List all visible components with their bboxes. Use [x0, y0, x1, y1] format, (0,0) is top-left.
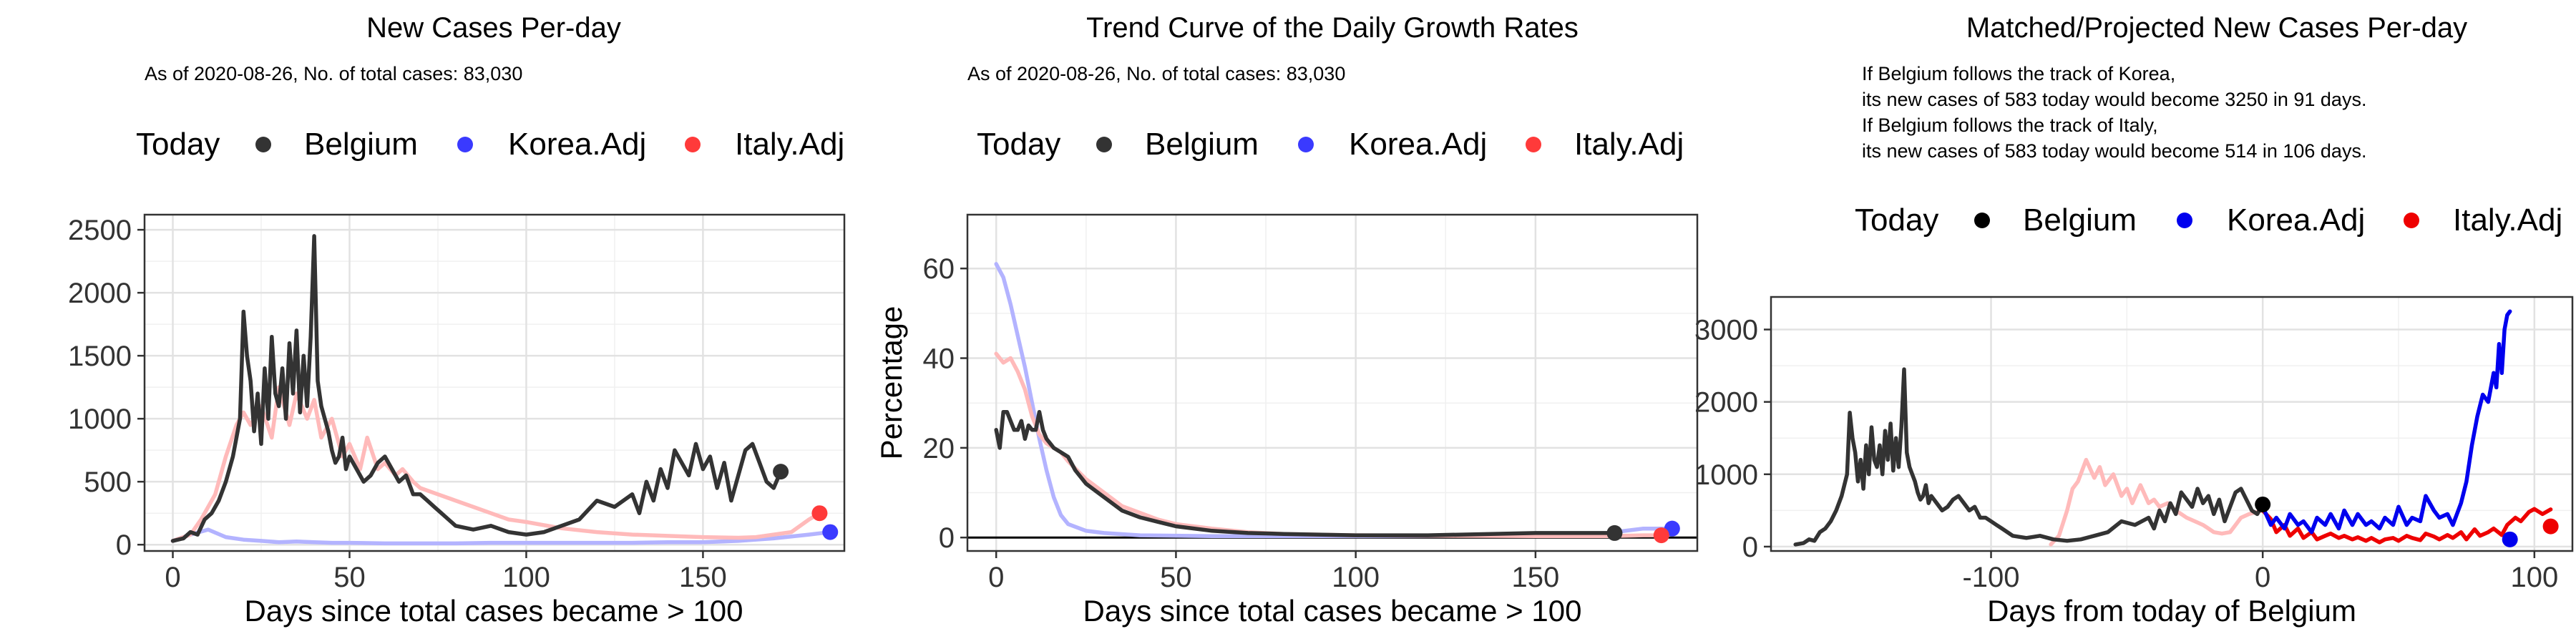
panel3-legend: Today Belgium Korea.Adj Italy.Adj — [1855, 203, 2562, 238]
panel1-legend-key-korea — [457, 137, 473, 152]
panel3-annotation-line: If Belgium follows the track of Korea, — [1862, 63, 2175, 84]
panel3-annotation-line: its new cases of 583 today would become … — [1862, 89, 2366, 110]
y-tick-label: 1000 — [1694, 459, 1758, 491]
panel1-legend: Today Belgium Korea.Adj Italy.Adj — [136, 127, 844, 162]
panel1-today-dots — [773, 464, 839, 540]
x-tick-label: 50 — [333, 562, 366, 593]
y-tick-label: 1500 — [68, 341, 132, 372]
y-tick-label: 0 — [939, 522, 955, 554]
panel2-legend: Today Belgium Korea.Adj Italy.Adj — [977, 127, 1684, 162]
y-tick-label: 1000 — [68, 404, 132, 435]
panel2-ticks: 0 50 100 150 0 20 40 60 — [923, 253, 1560, 593]
panel3-annotation: If Belgium follows the track of Korea, i… — [1862, 63, 2366, 162]
x-tick-label: 100 — [502, 562, 550, 593]
y-tick-label: 3000 — [1694, 315, 1758, 346]
panel3-legend-label-korea: Korea.Adj — [2227, 203, 2365, 238]
panel3-legend-key-italy — [2404, 213, 2419, 228]
panel2-subtitle: As of 2020-08-26, No. of total cases: 83… — [967, 63, 1345, 84]
panel1-title: New Cases Per-day — [366, 12, 621, 44]
x-tick-label: 100 — [2510, 562, 2558, 593]
panel2-legend-label-italy: Italy.Adj — [1574, 127, 1684, 162]
panel2-legend-key-italy — [1526, 137, 1541, 152]
panel1-legend-key-italy — [685, 137, 701, 152]
series-line-belgium — [1793, 367, 2265, 547]
series-line-korea-adj — [170, 527, 832, 546]
x-tick-label: 0 — [165, 562, 180, 593]
panel1-legend-label-belgium: Belgium — [304, 127, 418, 162]
panel1-series — [170, 234, 832, 546]
y-tick-label: 40 — [923, 343, 955, 375]
panel1-legend-title: Today — [136, 127, 220, 162]
x-tick-label: 50 — [1160, 562, 1192, 593]
panel1-legend-label-korea: Korea.Adj — [508, 127, 646, 162]
y-tick-label: 2500 — [68, 215, 132, 246]
panel3-legend-label-italy: Italy.Adj — [2453, 203, 2562, 238]
x-tick-label: 0 — [2255, 562, 2270, 593]
panel-projection: Matched/Projected New Cases Per-day If B… — [1694, 12, 2574, 628]
series-line-italy-adj — [994, 351, 1664, 539]
today-point-italy-adj — [2542, 518, 2559, 535]
series-line-italy-adj-past — [2049, 457, 2265, 547]
panel2-legend-key-belgium — [1096, 137, 1112, 152]
panel3-annotation-line: If Belgium follows the track of Italy, — [1862, 114, 2158, 136]
y-tick-label: 20 — [923, 433, 955, 464]
panel2-y-axis-label: Percentage — [874, 306, 908, 460]
panel1-legend-key-belgium — [255, 137, 271, 152]
x-tick-label: -100 — [1962, 562, 2019, 593]
x-tick-label: 150 — [1512, 562, 1560, 593]
x-tick-label: 150 — [679, 562, 727, 593]
panel3-x-axis-label: Days from today of Belgium — [1987, 594, 2356, 628]
x-tick-label: 100 — [1332, 562, 1380, 593]
today-point-belgium — [2255, 496, 2271, 512]
y-tick-label: 2000 — [68, 278, 132, 309]
series-line-korea-adj — [2260, 309, 2512, 535]
panel3-legend-title: Today — [1855, 203, 1938, 238]
y-tick-label: 60 — [923, 253, 955, 285]
y-tick-label: 2000 — [1694, 387, 1758, 419]
today-point-italy-adj — [1653, 527, 1669, 544]
panel1-subtitle: As of 2020-08-26, No. of total cases: 83… — [145, 63, 522, 84]
panel2-grid — [967, 215, 1697, 551]
panel3-legend-key-korea — [2177, 213, 2192, 228]
y-tick-label: 0 — [1742, 532, 1758, 563]
today-point-belgium — [773, 464, 789, 480]
panel1-x-axis-label: Days since total cases became > 100 — [245, 594, 743, 628]
panel3-plot-border — [1770, 296, 2574, 552]
panel2-legend-key-korea — [1298, 137, 1314, 152]
panel3-legend-key-belgium — [1974, 213, 1990, 228]
panel1-legend-label-italy: Italy.Adj — [735, 127, 844, 162]
panel2-plot-border — [966, 213, 1699, 552]
panel3-annotation-line: its new cases of 583 today would become … — [1862, 140, 2366, 162]
panel3-series — [1793, 309, 2553, 547]
series-line-belgium — [994, 409, 1617, 537]
panel2-legend-label-belgium: Belgium — [1145, 127, 1259, 162]
panel2-legend-label-korea: Korea.Adj — [1349, 127, 1487, 162]
x-tick-label: 0 — [988, 562, 1004, 593]
y-tick-label: 0 — [116, 530, 132, 561]
panel2-series — [967, 262, 1697, 539]
today-point-korea-adj — [2502, 531, 2518, 547]
panel2-x-axis-label: Days since total cases became > 100 — [1083, 594, 1582, 628]
today-point-korea-adj — [822, 524, 839, 540]
panel1-plot-border — [143, 213, 846, 552]
series-line-korea-adj — [994, 262, 1674, 539]
panel3-legend-label-belgium: Belgium — [2023, 203, 2137, 238]
today-point-belgium — [1606, 525, 1623, 541]
panel3-title: Matched/Projected New Cases Per-day — [1966, 12, 2467, 44]
y-tick-label: 500 — [84, 467, 132, 498]
panel-growth-rates: Trend Curve of the Daily Growth Rates As… — [874, 12, 1699, 628]
today-point-italy-adj — [811, 505, 828, 522]
panel2-legend-title: Today — [977, 127, 1060, 162]
panel3-today-dots — [2255, 496, 2559, 547]
panel2-title: Trend Curve of the Daily Growth Rates — [1086, 12, 1579, 44]
panel2-today-dots — [1606, 520, 1680, 544]
panel-new-cases: New Cases Per-day As of 2020-08-26, No. … — [68, 12, 846, 628]
series-line-belgium — [170, 234, 783, 543]
